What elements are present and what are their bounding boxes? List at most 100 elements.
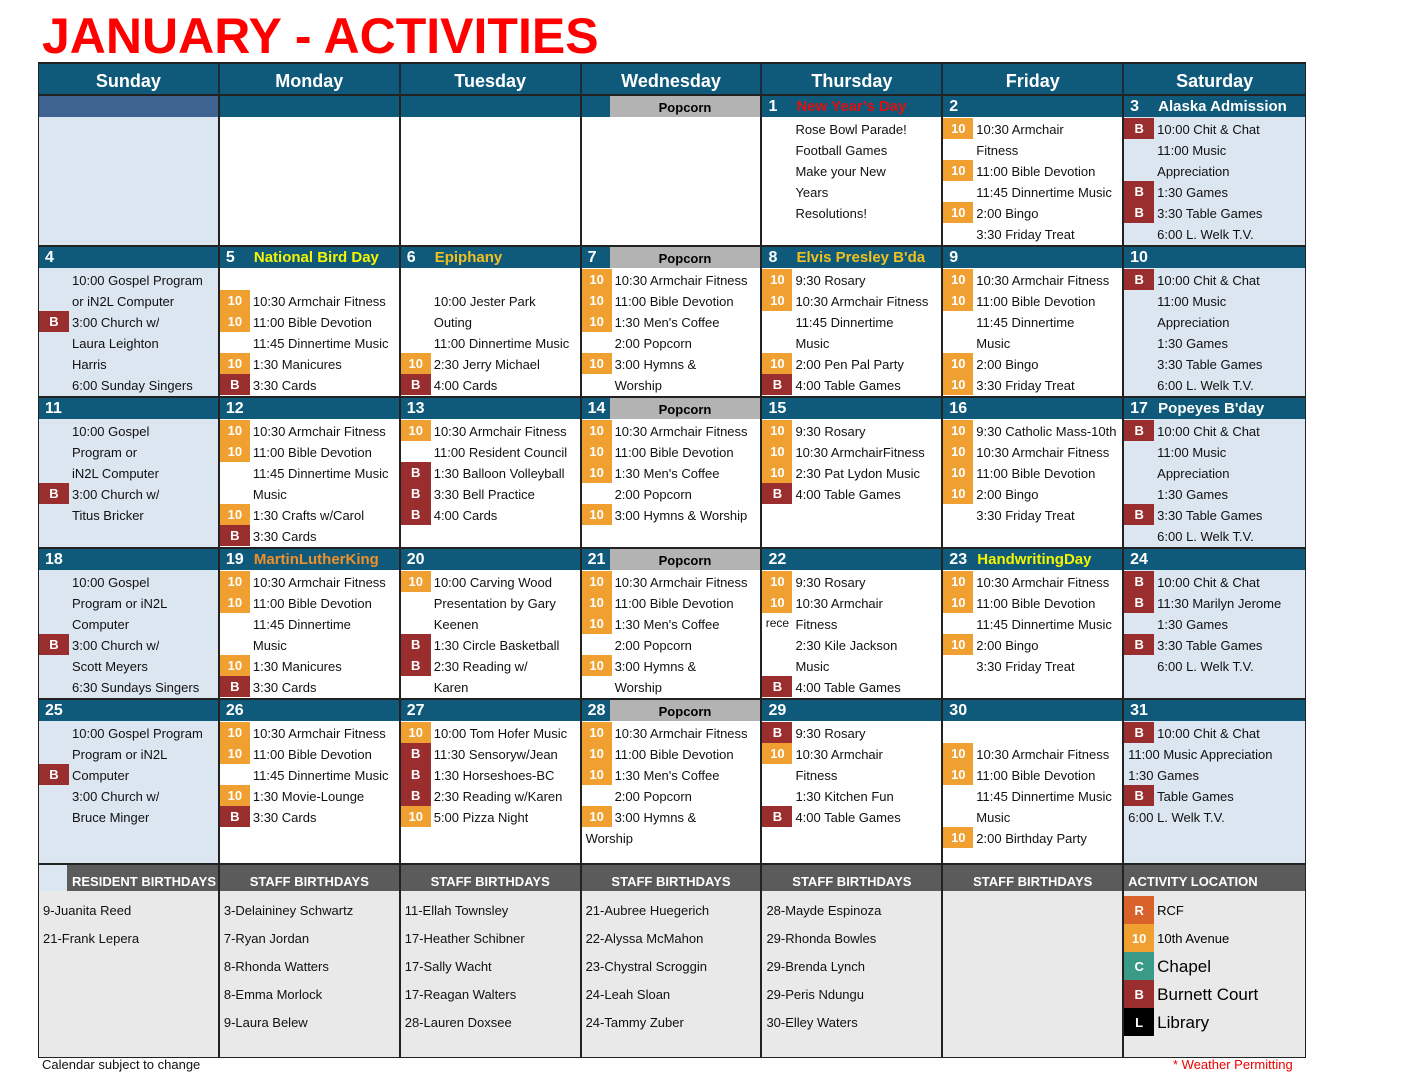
activity-text: 6:00 L. Welk T.V.	[1157, 227, 1254, 242]
activity-item: 10 10:30 Armchair Fitness	[581, 269, 761, 290]
location-badge: 10	[219, 785, 250, 806]
activity-text: 11:00 Bible Devotion	[252, 747, 372, 762]
activity-item: Keenen	[401, 613, 580, 634]
activity-text: 11:00 Music	[1157, 445, 1227, 460]
legend-list: R RCF 10 10th Avenue C Chapel B Burnett Court L L…	[1124, 891, 1305, 1036]
birthday-item: 29-Peris Ndungu	[766, 987, 864, 1002]
day-event-title: Alaska Admission	[1158, 98, 1287, 115]
activity-text: Appreciation	[1157, 466, 1230, 481]
day-header: 30	[943, 700, 1123, 721]
location-badge: 10	[581, 592, 612, 613]
day-number: 12	[225, 400, 244, 417]
activity-text: 11:00 Resident Council	[433, 445, 568, 460]
location-badge: B	[1124, 202, 1155, 223]
week-row: 4 10:00 Gospel Program or iN2L Computer B 3:…	[39, 245, 1306, 396]
activity-item: 10 3:00 Hymns & Worship	[581, 504, 761, 525]
day-number: 11	[45, 400, 62, 417]
activity-text: Fitness	[795, 768, 838, 783]
day-header: 20	[400, 549, 580, 570]
location-badge	[401, 613, 431, 634]
activity-item: Program or	[39, 441, 218, 462]
activity-item: B 3:30 Cards	[219, 676, 399, 697]
legend-label: Library	[1157, 1013, 1210, 1032]
day-event-title: Popeyes B'day	[1158, 400, 1265, 417]
day-cell	[39, 96, 220, 245]
activity-item: 10 5:00 Pizza Night	[400, 806, 580, 827]
day-number: 21	[587, 551, 606, 568]
popcorn-banner: Popcorn	[609, 700, 761, 721]
location-badge	[943, 332, 973, 353]
birthday-item: 21-Aubree Huegerich	[585, 903, 710, 918]
activity-text: 2:00 Pen Pal Party	[795, 357, 904, 372]
day-number: 27	[406, 702, 425, 719]
activity-text: 11:45 Dinnertime Music	[252, 768, 389, 783]
activity-text: 1:30 Movie-Lounge	[252, 789, 365, 804]
activity-item: 6:00 L. Welk T.V.	[1124, 655, 1305, 676]
activity-item: Bruce Minger	[39, 806, 218, 827]
day-cell: 15 10 9:30 Rosary 10 10:30 ArmchairFitness 10…	[762, 398, 944, 547]
activity-item: Music	[762, 655, 941, 676]
activity-text: 3:30 Bell Practice	[433, 487, 535, 502]
activity-item: B 1:30 Games	[1124, 181, 1305, 202]
location-badge: B	[762, 483, 793, 504]
day-cell: 7 Popcorn 10 10:30 Armchair Fitness 10 11:00 …	[581, 247, 763, 396]
activity-text: Appreciation	[1157, 315, 1230, 330]
activity-item: 10 2:30 Pat Lydon Music	[762, 462, 941, 483]
activity-text: Table Games	[1157, 789, 1234, 804]
activity-location-legend: ACTIVITY LOCATION R RCF 10 10th Avenue C Chape…	[1124, 865, 1306, 1057]
location-badge: 10	[219, 311, 250, 332]
activity-text: 1:30 Men's Coffee	[614, 466, 720, 481]
day-cell: 20 10 10:00 Carving Wood Presentation by Ga…	[400, 549, 582, 698]
activity-text: 1:30 Games	[1157, 487, 1228, 502]
location-badge	[762, 311, 792, 332]
activity-item: B 1:30 Circle Basketball	[400, 634, 580, 655]
activity-text: 11:00 Bible Devotion	[614, 747, 734, 762]
activity-text: 9:30 Rosary	[795, 424, 866, 439]
location-badge	[220, 332, 250, 353]
day-cell: 3 Alaska Admission B 10:00 Chit & Chat 11:00…	[1124, 96, 1306, 245]
location-badge	[1124, 374, 1154, 395]
location-badge: 10	[581, 613, 612, 634]
activity-list: 10 10:00 Tom Hofer Music B 11:30 Sensoryw/J…	[400, 721, 580, 863]
location-badge: 10	[943, 483, 974, 504]
activity-list: 10 9:30 Rosary 10 10:30 ArmchairFitness 10 2:…	[762, 419, 941, 547]
activity-item: B 11:30 Sensoryw/Jean	[400, 743, 580, 764]
activity-item: 10 1:30 Men's Coffee	[581, 311, 761, 332]
activity-item: 10 11:00 Bible Devotion	[581, 743, 761, 764]
activity-item: 10 11:00 Bible Devotion	[219, 441, 399, 462]
activity-item: Music	[943, 806, 1122, 827]
activity-text: 10:30 Armchair Fitness	[976, 445, 1110, 460]
location-badge: B	[400, 504, 431, 525]
day-header: 8 Elvis Presley B'da	[762, 247, 942, 268]
activity-item: B 4:00 Table Games	[762, 374, 941, 395]
location-badge: 10	[943, 269, 974, 290]
location-badge: 10	[581, 353, 612, 374]
activity-text: Resolutions!	[795, 206, 867, 221]
activity-item: 10 2:00 Bingo	[943, 483, 1122, 504]
location-badge: B	[1124, 785, 1155, 806]
activity-text: 1:30 Horseshoes-BC	[433, 768, 555, 783]
activity-text: 3:30 Cards	[252, 529, 317, 544]
activity-item: 10 2:00 Bingo	[943, 634, 1122, 655]
activity-text: Music	[976, 336, 1011, 351]
location-badge: 10	[943, 592, 974, 613]
activity-text: 5:00 Pizza Night	[433, 810, 529, 825]
activity-text	[250, 269, 253, 290]
activity-text: Music	[252, 487, 287, 502]
location-badge	[220, 634, 250, 655]
activity-text: 2:00 Popcorn	[614, 638, 692, 653]
activity-text: 3:00 Church w/	[72, 638, 160, 653]
location-badge: 10	[943, 743, 974, 764]
activity-item: 10 1:30 Manicures	[219, 353, 399, 374]
section-header: STAFF BIRTHDAYS	[219, 865, 399, 891]
activity-item: 10 10:00 Carving Wood	[400, 571, 580, 592]
activity-item: 11:00 Dinnertime Music	[401, 332, 580, 353]
activity-text: 1:30 Balloon Volleyball	[433, 466, 565, 481]
activity-item: B 11:30 Marilyn Jerome	[1124, 592, 1305, 613]
activity-item: B 4:00 Table Games	[762, 806, 941, 827]
staff-birthdays: STAFF BIRTHDAYS 11-Ellah Townsley 17-Heath…	[400, 865, 582, 1057]
resident-birthdays: RESIDENT BIRTHDAYS 9-Juanita Reed 21-Frank…	[39, 865, 220, 1057]
location-badge: 10	[219, 504, 250, 525]
activity-item: 10 10:30 Armchair Fitness	[219, 420, 399, 441]
activity-list: 10 10:30 Armchair Fitness 10 11:00 Bible De…	[219, 570, 399, 698]
